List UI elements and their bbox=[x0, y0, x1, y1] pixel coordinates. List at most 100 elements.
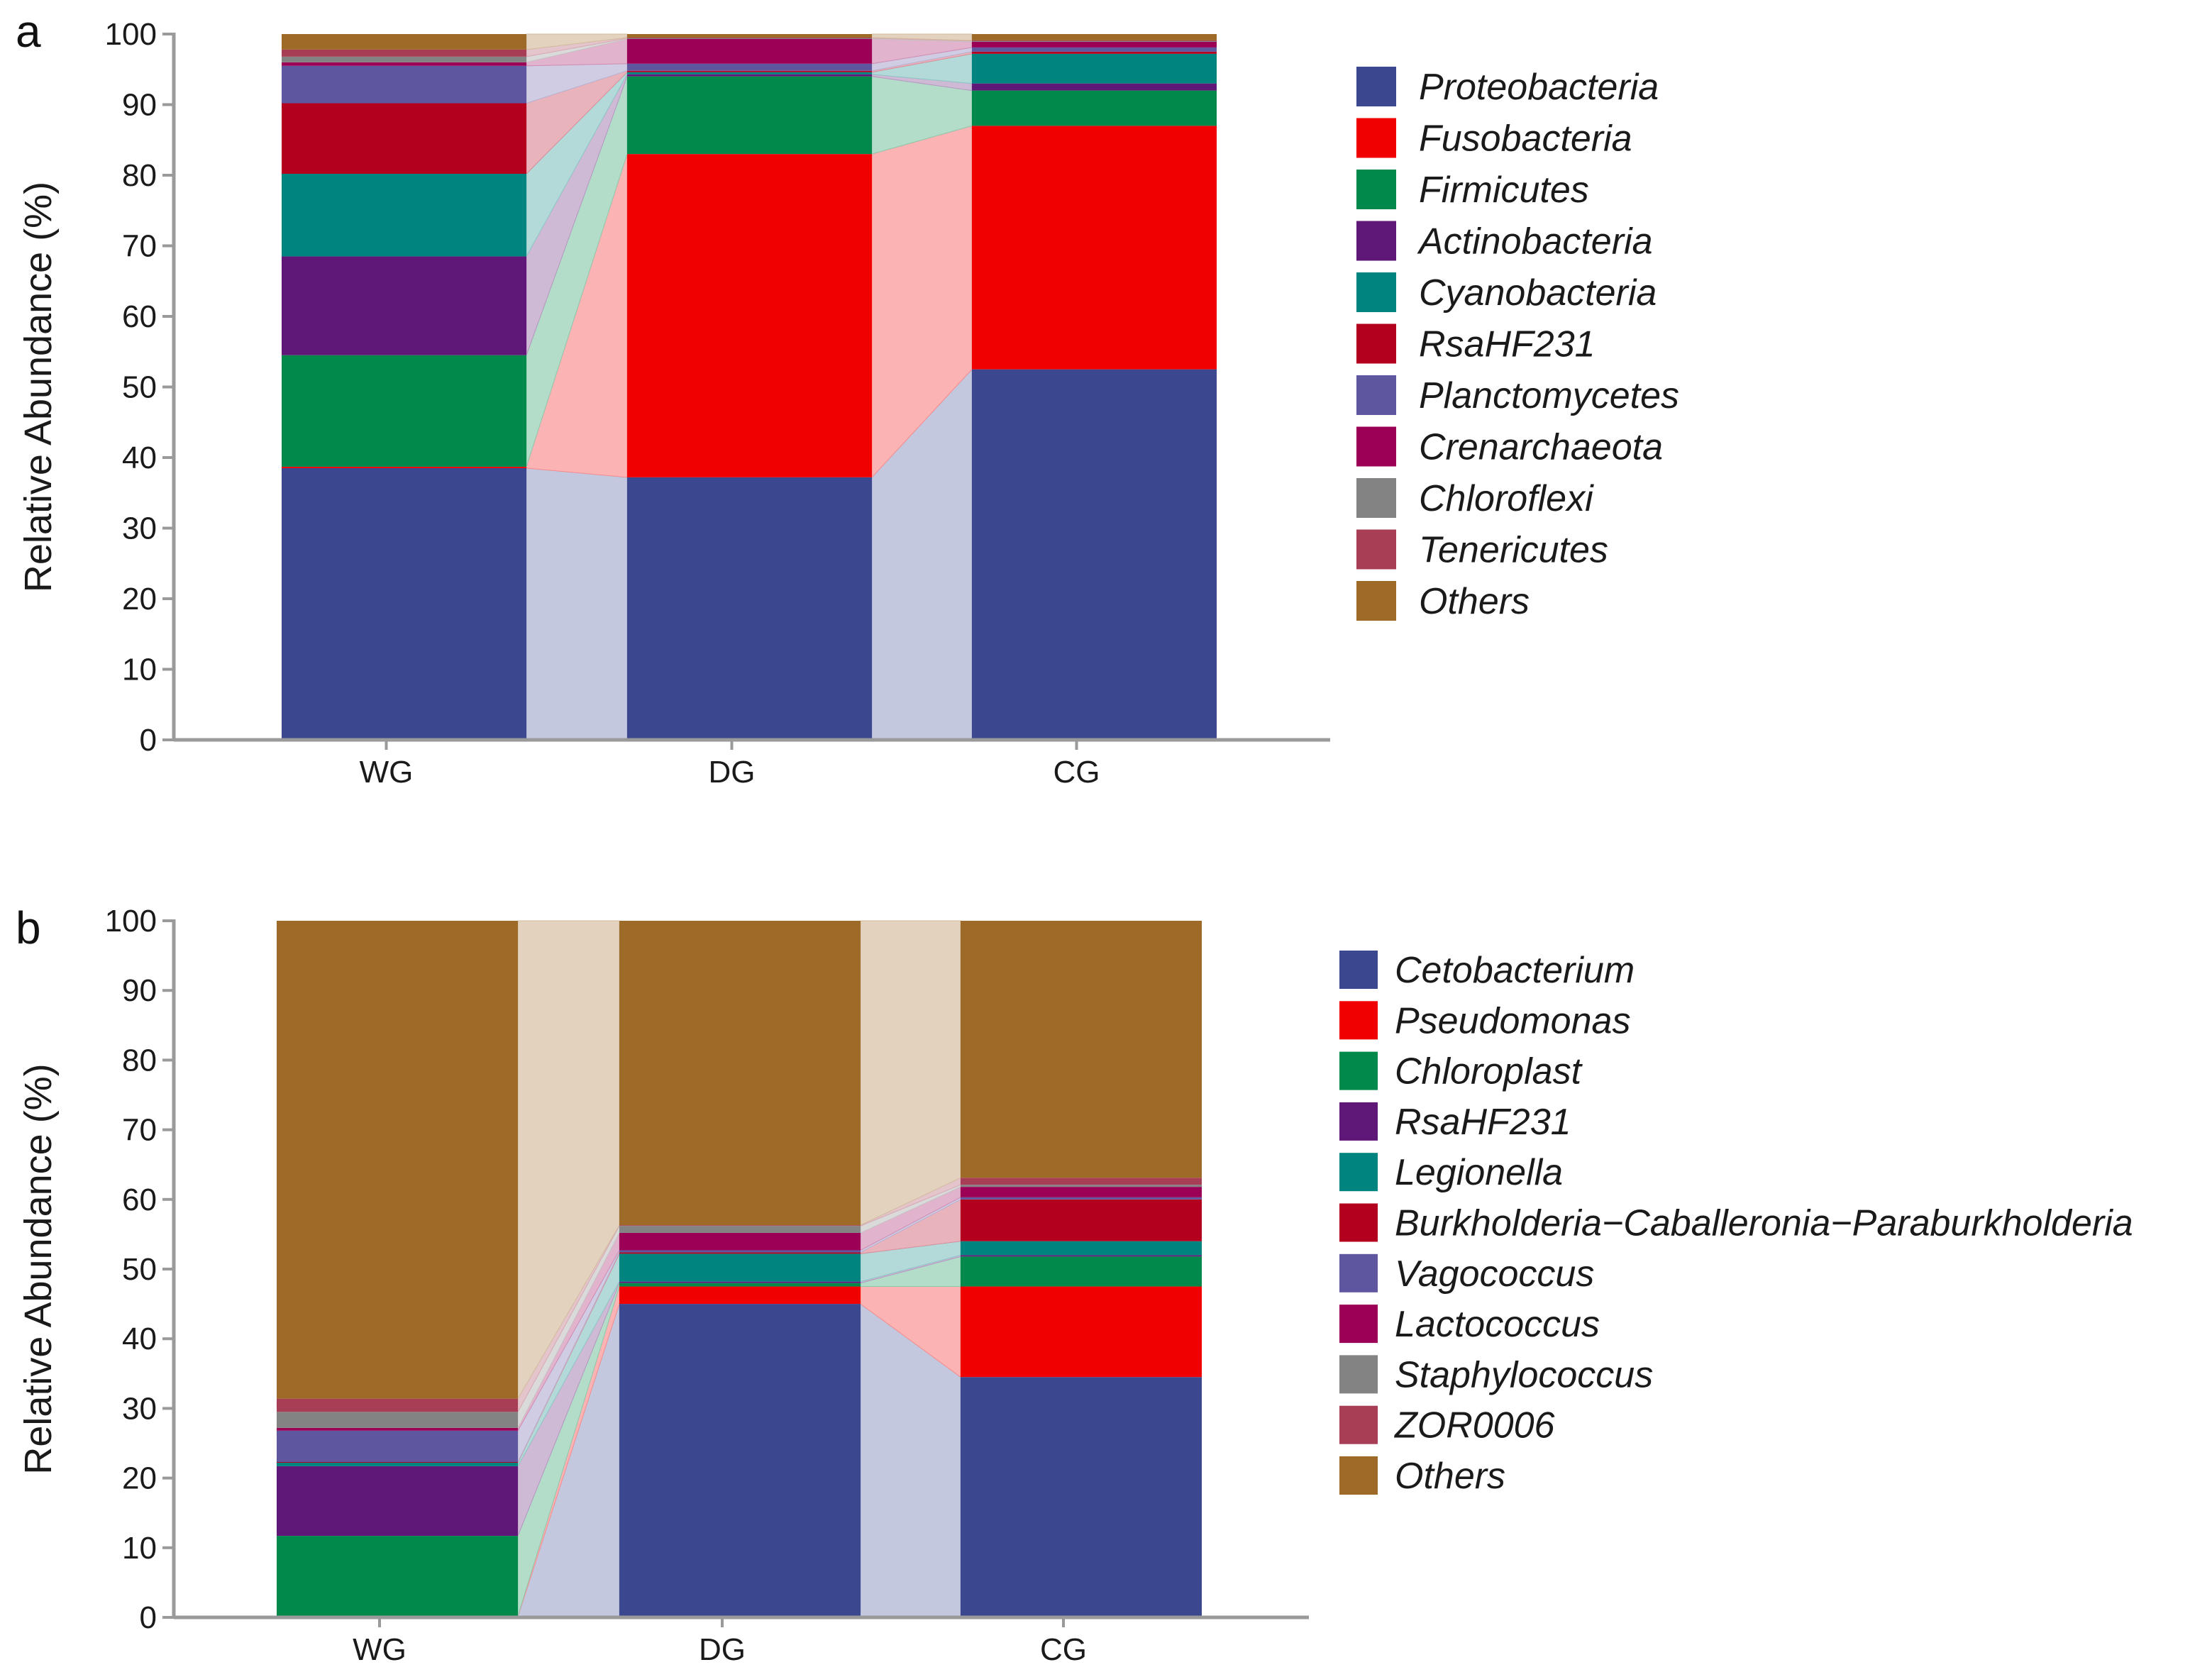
bar-segment-cg-planctomycetes bbox=[972, 47, 1217, 52]
legend-item-burkholderia-caballeronia-paraburkholderia: Burkholderia−Caballeronia−Paraburkholder… bbox=[1339, 1203, 2133, 1244]
bar-segment-dg-rsahf231 bbox=[627, 70, 872, 72]
bar-segment-wg-burkholderia-caballeronia-paraburkholderia bbox=[277, 1462, 518, 1463]
legend-label: Cyanobacteria bbox=[1419, 272, 1657, 314]
legend-swatch bbox=[1339, 1305, 1378, 1344]
legend-label: RsaHF231 bbox=[1419, 324, 1596, 365]
y-tick-label: 60 bbox=[122, 299, 157, 334]
x-tick-label-cg: CG bbox=[1040, 1632, 1087, 1667]
legend: Proteobacteria Fusobacteria Firmicutes Acti… bbox=[1356, 67, 1679, 622]
bar-segment-wg-proteobacteria bbox=[282, 467, 526, 740]
bar-segment-dg-vagococcus bbox=[619, 1250, 861, 1253]
legend-item-lactococcus: Lactococcus bbox=[1339, 1304, 1600, 1345]
legend-swatch bbox=[1356, 221, 1396, 261]
legend-swatch bbox=[1356, 375, 1396, 415]
bar-segment-cg-rsahf231 bbox=[961, 1255, 1202, 1257]
y-tick-label: 60 bbox=[122, 1183, 157, 1217]
legend-swatch bbox=[1356, 529, 1396, 570]
y-tick-label: 0 bbox=[140, 723, 157, 758]
bar-segment-cg-zor0006 bbox=[961, 1178, 1202, 1185]
flow-bands bbox=[526, 33, 973, 741]
bar-segment-cg-others bbox=[972, 34, 1217, 40]
legend-item-staphylococcus: Staphylococcus bbox=[1339, 1354, 1653, 1395]
legend-item-crenarchaeota: Crenarchaeota bbox=[1356, 426, 1663, 468]
bar-segment-wg-others bbox=[277, 921, 518, 1399]
legend-item-legionella: Legionella bbox=[1339, 1152, 1563, 1193]
legend-label: Crenarchaeota bbox=[1419, 427, 1663, 468]
legend-swatch bbox=[1356, 581, 1396, 621]
legend-label: Planctomycetes bbox=[1419, 375, 1679, 416]
legend-label: Others bbox=[1395, 1456, 1505, 1497]
y-tick-label: 30 bbox=[122, 1391, 157, 1426]
y-tick-label: 80 bbox=[122, 158, 157, 193]
bar-segment-wg-cyanobacteria bbox=[282, 174, 526, 257]
bar-segment-cg-proteobacteria bbox=[972, 369, 1217, 740]
bar-segment-wg-lactococcus bbox=[277, 1427, 518, 1431]
legend-label: Tenericutes bbox=[1419, 530, 1608, 571]
legend-label: ZOR0006 bbox=[1393, 1405, 1555, 1446]
y-tick-label: 100 bbox=[105, 17, 157, 52]
legend-item-firmicutes: Firmicutes bbox=[1356, 170, 1589, 211]
legend-label: Pseudomonas bbox=[1395, 1000, 1630, 1041]
bar-segment-dg-burkholderia-caballeronia-paraburkholderia bbox=[619, 1252, 861, 1254]
bar-segment-cg-cyanobacteria bbox=[972, 53, 1217, 84]
bar-segment-cg-chloroplast bbox=[961, 1256, 1202, 1287]
legend-label: Firmicutes bbox=[1419, 170, 1589, 211]
bar-segment-dg-lactococcus bbox=[619, 1232, 861, 1251]
bar-segment-wg-chloroplast bbox=[277, 1536, 518, 1617]
bar-segment-cg-burkholderia-caballeronia-paraburkholderia bbox=[961, 1199, 1202, 1241]
y-tick-label: 20 bbox=[122, 582, 157, 616]
legend-swatch bbox=[1356, 426, 1396, 467]
bar-segment-cg-lactococcus bbox=[961, 1187, 1202, 1197]
bar-segment-wg-planctomycetes bbox=[282, 65, 526, 104]
legend-item-pseudomonas: Pseudomonas bbox=[1339, 1000, 1630, 1041]
y-tick-label: 0 bbox=[140, 1600, 157, 1635]
bar-segment-dg-others bbox=[627, 34, 872, 38]
y-tick-label: 30 bbox=[122, 511, 157, 546]
legend-item-planctomycetes: Planctomycetes bbox=[1356, 375, 1679, 416]
bar-segment-dg-rsahf231 bbox=[619, 1281, 861, 1283]
bar-segment-dg-planctomycetes bbox=[627, 63, 872, 71]
legend-swatch bbox=[1339, 1456, 1378, 1495]
legend-item-proteobacteria: Proteobacteria bbox=[1356, 67, 1659, 108]
bar-segment-cg-cetobacterium bbox=[961, 1377, 1202, 1617]
y-tick-label: 10 bbox=[122, 653, 157, 687]
legend-item-rsahf231: RsaHF231 bbox=[1339, 1102, 1571, 1143]
bar-segment-cg-actinobacteria bbox=[972, 83, 1217, 91]
bar-segment-cg-tenericutes bbox=[972, 40, 1217, 41]
bar-segment-dg-others bbox=[619, 921, 861, 1226]
flow-bands bbox=[517, 920, 961, 1618]
panel-letter: a bbox=[16, 6, 41, 57]
legend-swatch bbox=[1339, 1355, 1378, 1394]
legend-label: Cetobacterium bbox=[1395, 950, 1635, 991]
legend-item-actinobacteria: Actinobacteria bbox=[1356, 221, 1653, 262]
bar-segment-dg-chloroflexi bbox=[627, 38, 872, 39]
legend-label: Legionella bbox=[1395, 1152, 1563, 1193]
y-axis-title: Relative Abundance (%) bbox=[17, 182, 60, 592]
bar-segment-wg-crenarchaeota bbox=[282, 62, 526, 66]
bar-segment-cg-others bbox=[961, 921, 1202, 1178]
legend-label: Proteobacteria bbox=[1419, 67, 1659, 108]
legend-item-others: Others bbox=[1339, 1456, 1505, 1497]
y-tick-label: 90 bbox=[122, 88, 157, 123]
legend-label: Chloroflexi bbox=[1419, 478, 1594, 519]
legend-label: Others bbox=[1419, 581, 1530, 622]
legend-item-zor0006: ZOR0006 bbox=[1339, 1405, 1555, 1446]
bar-segment-dg-proteobacteria bbox=[627, 477, 872, 740]
legend-item-chloroplast: Chloroplast bbox=[1339, 1051, 1583, 1092]
bar-segment-cg-chloroflexi bbox=[972, 40, 1217, 42]
bar-segment-wg-staphylococcus bbox=[277, 1412, 518, 1428]
legend-label: Actinobacteria bbox=[1417, 221, 1653, 262]
y-tick-label: 40 bbox=[122, 1322, 157, 1356]
legend-item-rsahf231: RsaHF231 bbox=[1356, 323, 1596, 365]
bar-segment-cg-staphylococcus bbox=[961, 1185, 1202, 1187]
bar-segment-wg-tenericutes bbox=[282, 49, 526, 57]
legend-item-cetobacterium: Cetobacterium bbox=[1339, 950, 1635, 991]
legend-swatch bbox=[1339, 1001, 1378, 1040]
flow-band-others bbox=[860, 920, 961, 1226]
legend-swatch bbox=[1339, 1051, 1378, 1090]
flow-band-proteobacteria bbox=[526, 467, 628, 741]
legend-label: Vagococcus bbox=[1395, 1253, 1594, 1295]
y-tick-label: 50 bbox=[122, 1252, 157, 1287]
legend: Cetobacterium Pseudomonas Chloroplast RsaHF… bbox=[1339, 950, 2133, 1497]
y-tick-label: 70 bbox=[122, 229, 157, 264]
